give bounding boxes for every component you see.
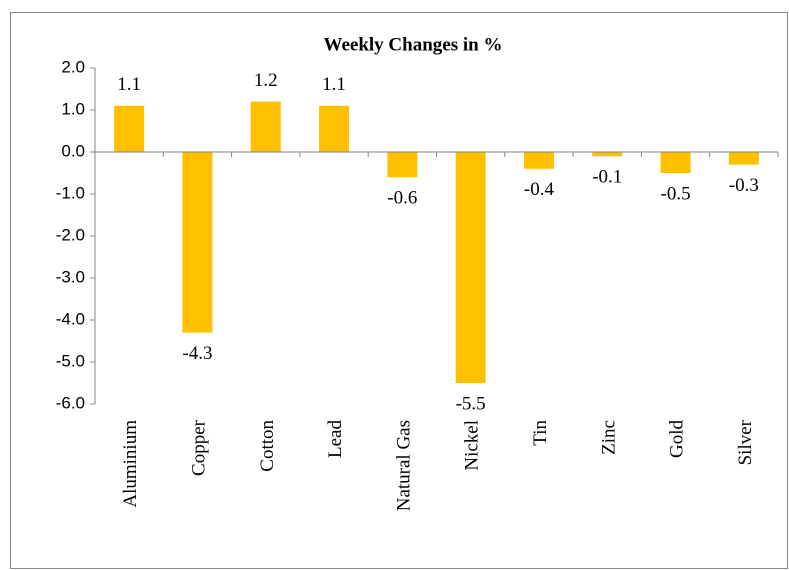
bar — [319, 105, 350, 152]
bar — [114, 105, 145, 152]
x-tick-label: Tin — [530, 420, 551, 446]
data-label: 1.2 — [254, 70, 278, 91]
data-label: 1.1 — [322, 74, 346, 95]
y-tick-label: -3.0 — [56, 267, 85, 286]
y-tick-label: -5.0 — [56, 351, 85, 370]
x-tick-label: Aluminium — [120, 420, 141, 508]
x-tick-label: Zinc — [598, 420, 619, 455]
y-tick-label: -6.0 — [56, 393, 85, 412]
data-label: -5.5 — [456, 393, 486, 414]
chart-frame — [10, 12, 788, 569]
x-tick-label: Cotton — [257, 420, 278, 472]
y-tick-label: -4.0 — [56, 309, 85, 328]
data-label: -0.4 — [524, 179, 555, 200]
y-tick-label: 1.0 — [61, 99, 85, 118]
bar — [250, 101, 281, 152]
y-tick-label: 0.0 — [61, 141, 85, 160]
x-tick-label: Lead — [325, 420, 346, 458]
x-tick-label: Natural Gas — [393, 420, 414, 511]
bar — [523, 152, 554, 169]
x-tick-label: Silver — [735, 419, 756, 465]
bar — [728, 152, 759, 165]
data-label: -0.3 — [729, 175, 759, 196]
y-tick-label: -2.0 — [56, 225, 85, 244]
bar — [455, 152, 486, 383]
bar — [182, 152, 213, 333]
data-label: -4.3 — [182, 343, 212, 364]
y-tick-label: 2.0 — [61, 57, 85, 76]
bar — [660, 152, 691, 173]
chart-title: Weekly Changes in % — [324, 34, 503, 55]
y-tick-label: -1.0 — [56, 183, 85, 202]
x-tick-label: Gold — [667, 420, 688, 459]
data-label: -0.5 — [661, 183, 691, 204]
data-label: -0.1 — [592, 167, 622, 188]
x-tick-label: Copper — [188, 419, 209, 476]
data-label: 1.1 — [117, 74, 141, 95]
data-label: -0.6 — [387, 188, 417, 209]
bar — [592, 152, 623, 157]
x-tick-label: Nickel — [462, 420, 483, 471]
bar — [387, 152, 418, 178]
